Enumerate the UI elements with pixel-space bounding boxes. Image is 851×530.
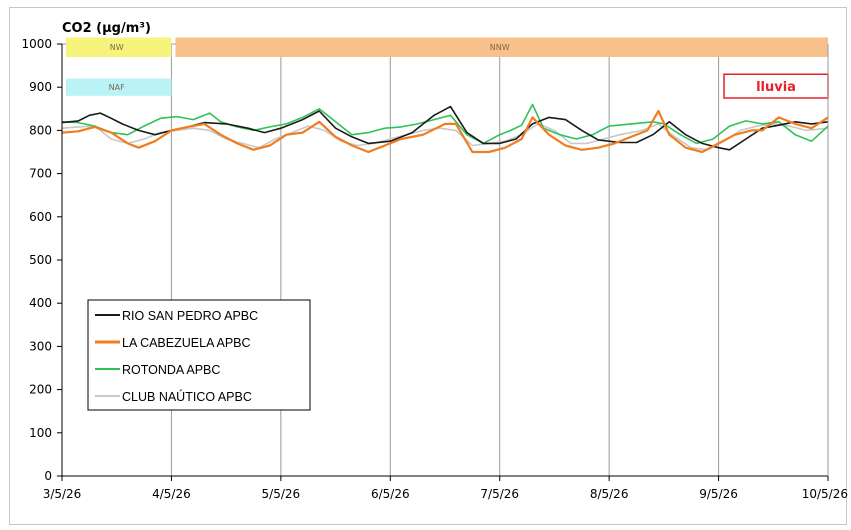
legend-box — [87, 299, 311, 411]
y-tick-label: 500 — [29, 253, 52, 267]
y-tick-label: 800 — [29, 123, 52, 137]
legend-label: ROTONDA APBC — [122, 363, 220, 377]
y-tick-label: 100 — [29, 426, 52, 440]
y-tick-label: 900 — [29, 80, 52, 94]
band-label: NAF — [109, 83, 125, 92]
annotation-lluvia: lluvia — [723, 73, 829, 99]
y-tick-label: 700 — [29, 167, 52, 181]
y-tick-label: 400 — [29, 296, 52, 310]
legend-label: LA CABEZUELA APBC — [122, 336, 251, 350]
y-tick-label: 0 — [44, 469, 52, 483]
legend-label: CLUB NAÚTICO APBC — [122, 389, 252, 404]
series-line-4 — [61, 123, 829, 151]
annotation-naf: NAF — [66, 78, 172, 96]
band-rect — [66, 78, 172, 96]
x-tick-label: 9/5/26 — [699, 487, 738, 501]
series-line-2 — [61, 109, 829, 154]
legend: RIO SAN PEDRO APBC LA CABEZUELA APBC ROTON… — [87, 299, 311, 411]
annotation-nnw: NNW — [175, 37, 828, 57]
x-tick-label: 3/5/26 — [43, 487, 82, 501]
band-rect — [66, 37, 172, 57]
chart-title: CO2 (µg/m³) — [62, 21, 151, 36]
band-label: NW — [110, 43, 124, 52]
annotation-nw: NW — [66, 37, 172, 57]
y-tick-label: 300 — [29, 339, 52, 353]
x-tick-label: 6/5/26 — [371, 487, 410, 501]
x-tick-label: 8/5/26 — [590, 487, 629, 501]
legend-label: RIO SAN PEDRO APBC — [122, 309, 258, 323]
x-axis-ticks: 3/5/26 4/5/26 5/5/26 6/5/26 7/5/26 8/5/26 9/5/… — [43, 476, 848, 501]
rain-label: lluvia — [756, 80, 796, 95]
series-line-1 — [61, 105, 829, 151]
x-tick-label: 10/5/26 — [802, 487, 848, 501]
series-lines — [61, 103, 829, 154]
x-tick-label: 5/5/26 — [262, 487, 301, 501]
y-tick-label: 200 — [29, 383, 52, 397]
series-line-3 — [61, 103, 829, 145]
y-axis-ticks: 0 100 200 300 400 500 600 700 800 900 1000 — [21, 37, 62, 483]
y-tick-label: 1000 — [21, 37, 52, 51]
annotation-bands: NW NNW NAF lluvia — [66, 37, 829, 99]
band-label: NNW — [490, 43, 510, 52]
y-tick-label: 600 — [29, 210, 52, 224]
x-tick-label: 7/5/26 — [480, 487, 519, 501]
x-tick-label: 4/5/26 — [152, 487, 191, 501]
band-rect — [175, 37, 828, 57]
